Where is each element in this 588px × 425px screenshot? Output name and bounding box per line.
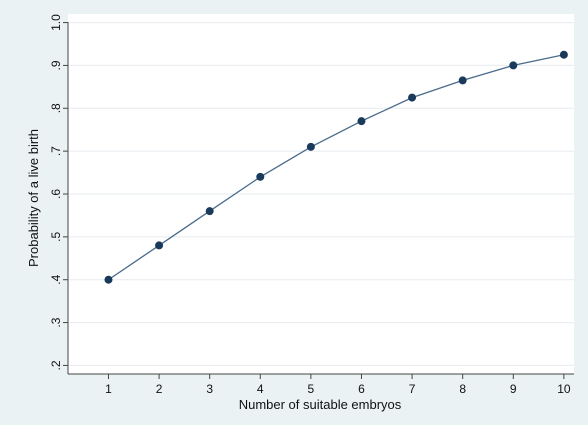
y-tick-label: .5	[49, 232, 63, 242]
data-point	[509, 61, 518, 70]
y-tick-label: .7	[49, 146, 63, 156]
data-point	[408, 93, 417, 102]
series	[104, 50, 568, 284]
y-tick-label: .6	[49, 189, 63, 199]
y-tick-label: .8	[49, 103, 63, 113]
x-tick-label: 8	[459, 382, 466, 396]
data-point	[205, 207, 214, 216]
series-line	[108, 54, 565, 281]
data-point	[458, 76, 467, 85]
y-tick-label: .4	[49, 274, 63, 284]
y-tick-label: .3	[49, 317, 63, 327]
data-point	[104, 275, 113, 284]
data-point	[256, 172, 265, 181]
data-point	[357, 117, 366, 126]
x-tick-label: 9	[510, 382, 517, 396]
x-tick-label: 6	[358, 382, 365, 396]
x-ticks: 1 2 3 4 5 6 7 8 9 10	[105, 374, 571, 396]
y-tick-label: .9	[49, 60, 63, 70]
y-ticks: .2 .3 .4 .5 .6 .7 .8 .9 1.0	[49, 14, 68, 370]
x-tick-label: 2	[156, 382, 163, 396]
data-point	[306, 142, 315, 151]
x-tick-label: 7	[409, 382, 416, 396]
x-tick-label: 3	[206, 382, 213, 396]
data-point	[155, 241, 164, 250]
y-tick-label: .2	[49, 360, 63, 370]
x-tick-label: 1	[105, 382, 112, 396]
y-axis-title: Probability of a live birth	[26, 129, 41, 267]
data-point	[559, 50, 568, 59]
x-axis-title: Number of suitable embryos	[239, 397, 402, 412]
y-tick-label: 1.0	[49, 14, 63, 31]
x-tick-label: 10	[557, 382, 571, 396]
x-tick-label: 4	[257, 382, 264, 396]
grid-lines	[69, 22, 574, 366]
x-tick-label: 5	[308, 382, 315, 396]
axes	[67, 22, 574, 375]
